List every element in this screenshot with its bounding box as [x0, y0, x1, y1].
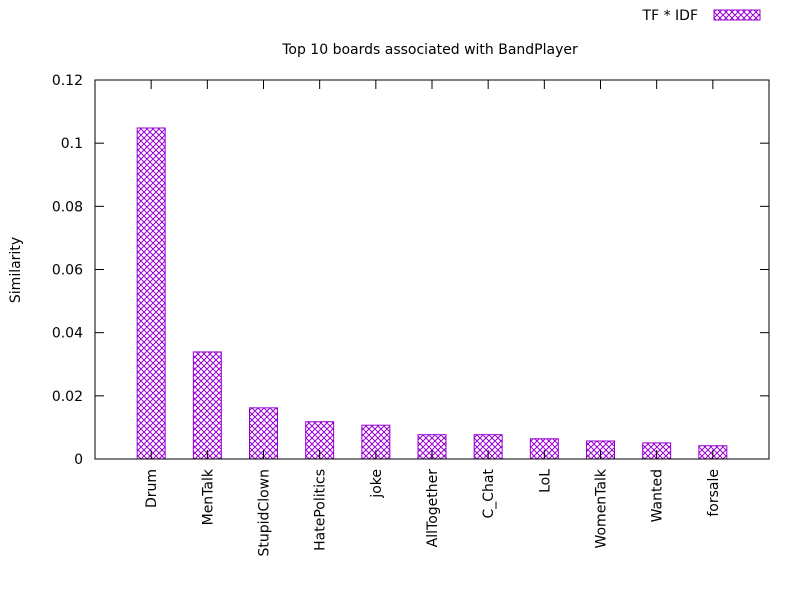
x-tick-label: Wanted: [650, 469, 666, 522]
y-tick-label: 0.1: [61, 136, 83, 152]
x-tick-label: LoL: [537, 469, 553, 493]
y-tick-label: 0.02: [52, 389, 83, 405]
x-tick-label: WomenTalk: [594, 468, 610, 548]
plot-frame: [94, 79, 770, 460]
chart-title: Top 10 boards associated with BandPlayer: [281, 42, 578, 58]
y-tick-label: 0: [74, 452, 83, 468]
bars: [136, 127, 728, 460]
bar-mentalk: [192, 351, 222, 460]
y-axis-label: Similarity: [8, 237, 24, 303]
legend-swatch: [713, 9, 761, 21]
x-tick-label: MenTalk: [200, 468, 216, 525]
x-tick-label: forsale: [706, 469, 722, 517]
x-axis: Drum MenTalk StupidClown HatePolitics joke Al…: [144, 80, 722, 556]
y-tick-label: 0.04: [52, 326, 83, 342]
y-tick-label: 0.06: [52, 263, 83, 279]
x-tick-label: HatePolitics: [313, 469, 329, 551]
x-tick-label: StupidClown: [257, 469, 273, 556]
x-tick-label: AllTogether: [425, 469, 441, 548]
bar-drum: [136, 127, 166, 460]
y-axis: 0 0.02 0.04 0.06 0.08 0.1 0.12: [52, 73, 769, 468]
y-tick-label: 0.12: [52, 73, 83, 89]
legend: TF * IDF: [642, 8, 761, 24]
x-tick-label: Drum: [144, 469, 160, 508]
x-tick-label: joke: [369, 469, 385, 499]
x-tick-label: C_Chat: [481, 468, 497, 518]
legend-label: TF * IDF: [642, 8, 698, 24]
y-tick-label: 0.08: [52, 199, 83, 215]
